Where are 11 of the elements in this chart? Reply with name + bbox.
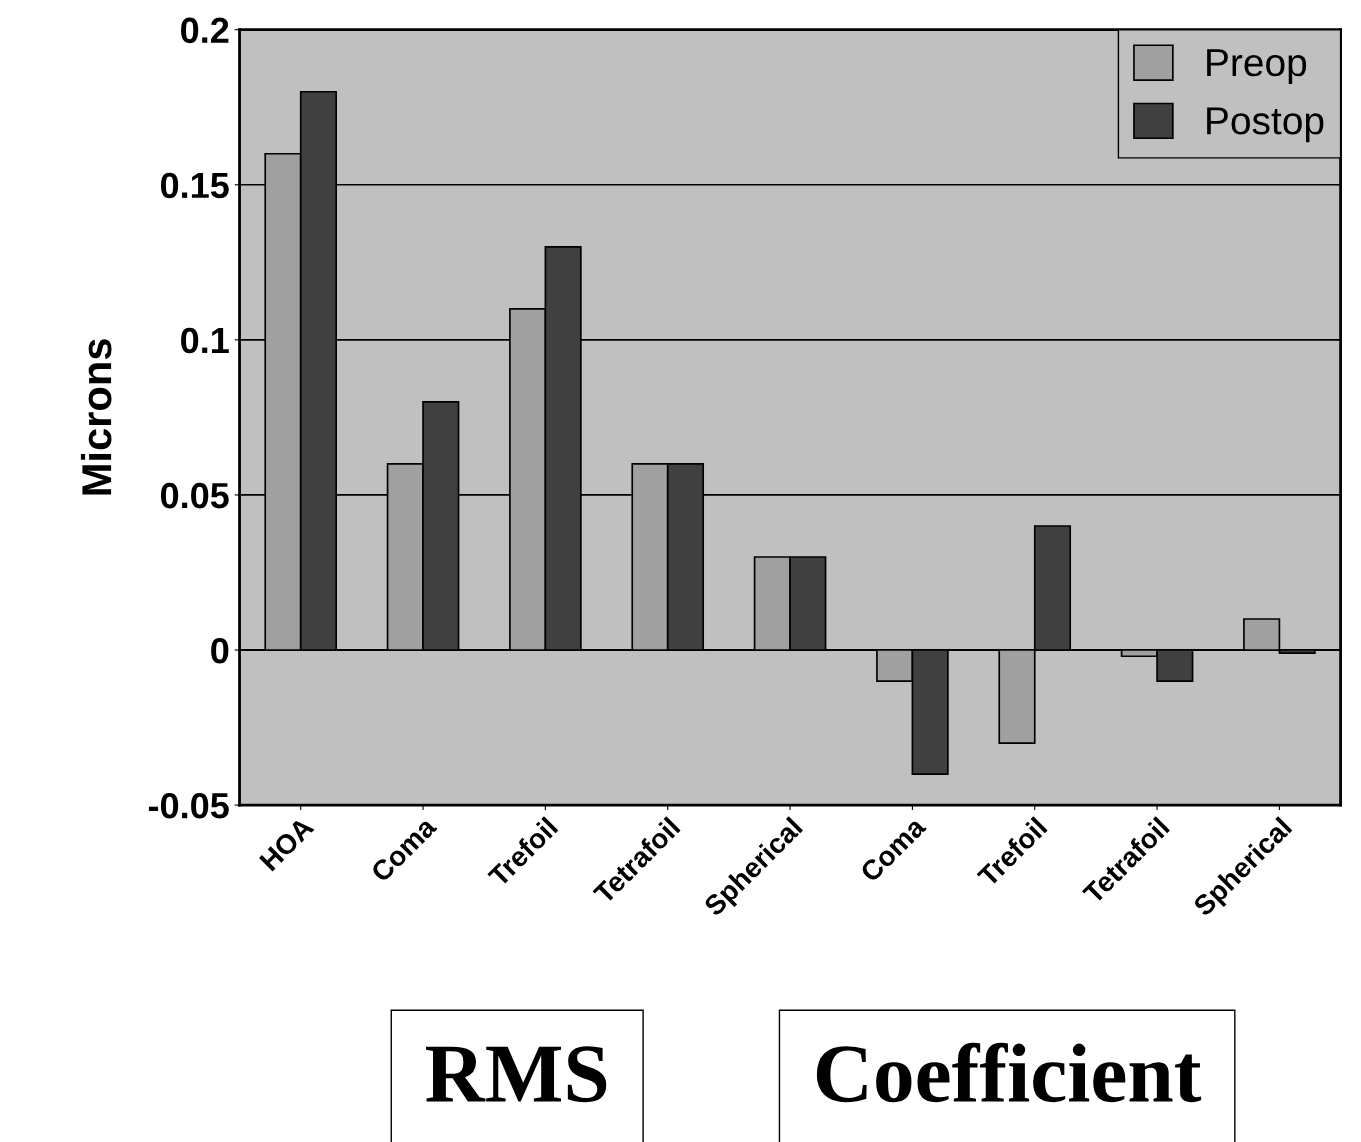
y-tick-label: 0.1 (181, 327, 229, 354)
y-tick-label: -0.05 (148, 792, 229, 819)
text: Coefficient (816, 1042, 1202, 1103)
y-tick-label: 0 (211, 637, 229, 664)
y-axis-title: Microns (80, 339, 112, 495)
y-tick-label: 0.15 (160, 172, 229, 199)
y-tick-label: 0.2 (181, 17, 229, 44)
text: RMS (426, 1046, 607, 1103)
legend-label: Postop (1207, 107, 1324, 143)
y-tick-label: 0.05 (160, 482, 229, 509)
legend-label: Preop (1207, 49, 1307, 85)
